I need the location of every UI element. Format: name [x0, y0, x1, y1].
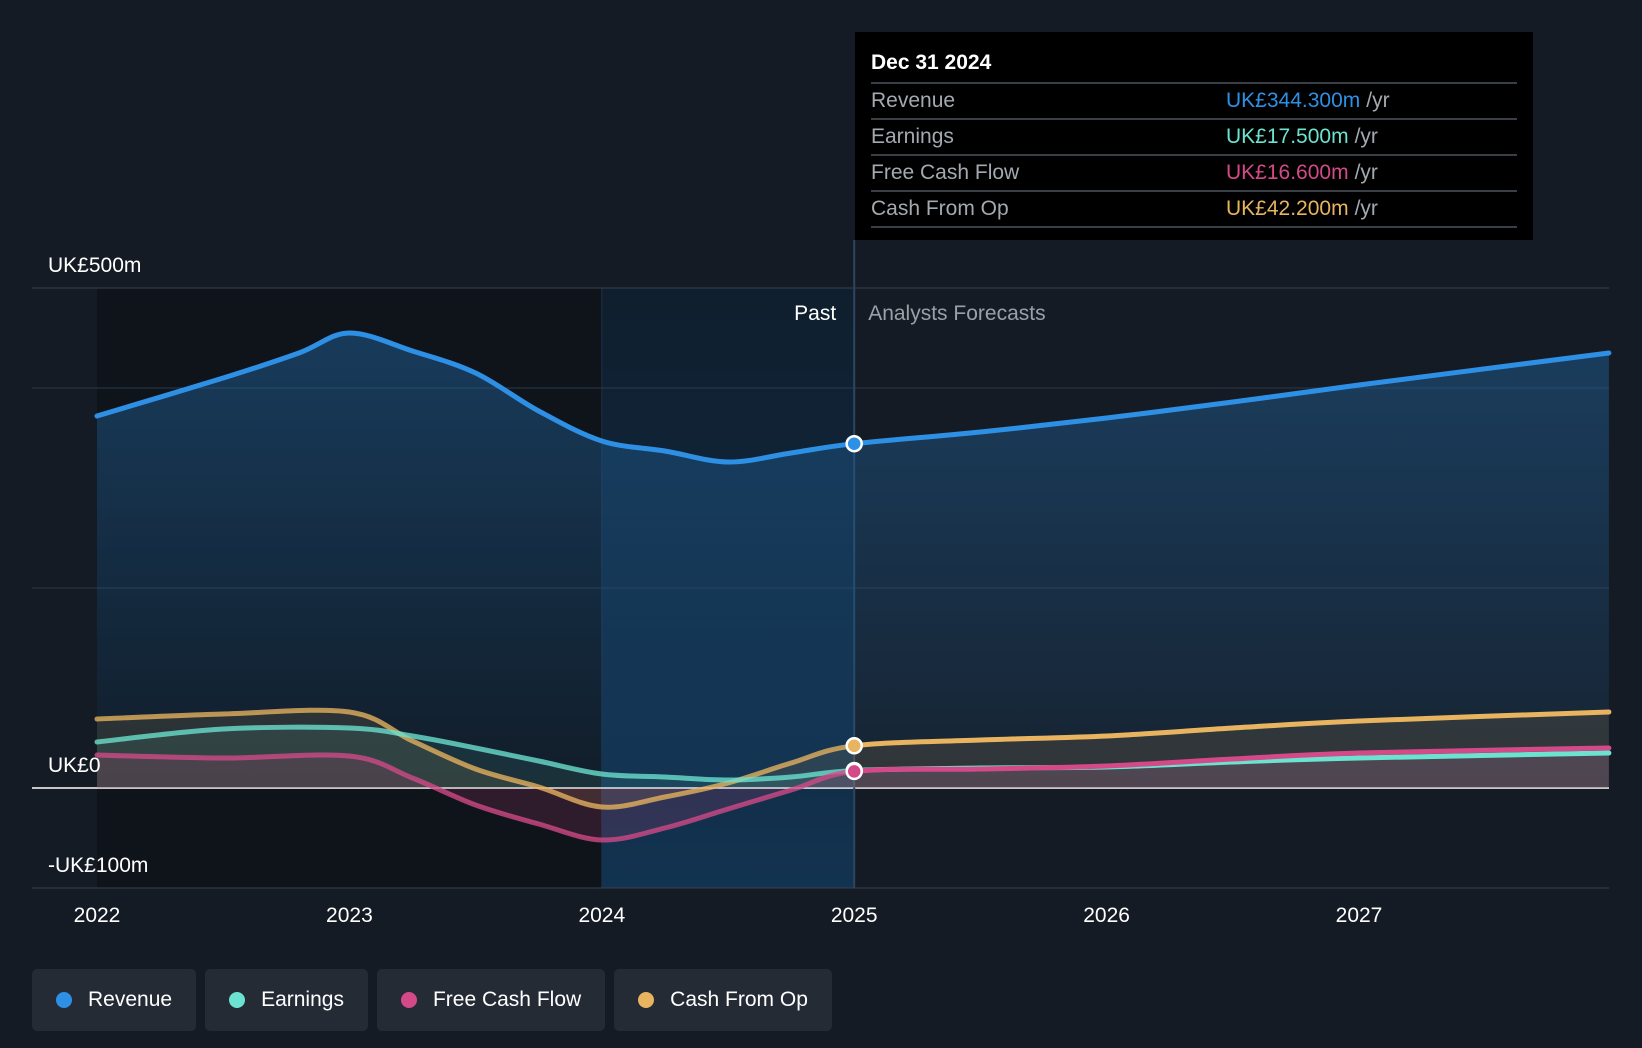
past-label: Past [794, 302, 836, 325]
x-axis-tick-label: 2026 [1083, 904, 1130, 927]
tooltip-label: Revenue [871, 89, 956, 112]
tooltip-unit: /yr [1354, 197, 1378, 220]
legend-label: Cash From Op [670, 988, 808, 1011]
x-axis-tick-label: 2027 [1336, 904, 1383, 927]
legend-dot-icon [229, 992, 246, 1008]
tooltip-unit: /yr [1354, 161, 1378, 184]
marker-revenue [845, 434, 863, 453]
y-axis-label: UK£0 [48, 754, 101, 777]
tooltip-date: Dec 31 2024 [871, 48, 1517, 84]
tooltip-value: UK£42.200m [1226, 197, 1349, 220]
legend-item-cash-from-op[interactable]: Cash From Op [614, 969, 832, 1031]
marker-free-cash-flow [845, 762, 863, 781]
area-revenue [97, 332, 1609, 788]
area-free-cash-flow [97, 748, 1609, 841]
tooltip-label: Cash From Op [871, 197, 1009, 220]
legend-item-free-cash-flow[interactable]: Free Cash Flow [376, 969, 606, 1031]
tooltip-value: UK£344.300m [1226, 89, 1361, 112]
x-axis-tick-label: 2022 [74, 904, 121, 927]
line-revenue-past [94, 330, 855, 465]
x-axis-tick-label: 2023 [326, 904, 373, 927]
line-free-cash-flow-past [94, 752, 855, 843]
x-axis-tick-label: 2025 [831, 904, 878, 927]
tooltip-value: UK£17.500m [1226, 125, 1349, 148]
forecast-label: Analysts Forecasts [868, 302, 1045, 325]
tooltip-value: UK£16.600m [1226, 161, 1349, 184]
legend-label: Earnings [261, 988, 344, 1011]
legend-item-revenue[interactable]: Revenue [32, 969, 197, 1031]
line-earnings-past [94, 724, 855, 783]
line-cash-from-op-past [94, 707, 855, 810]
legend-dot-icon [56, 992, 72, 1008]
line-earnings-forecast [854, 750, 1612, 774]
tooltip-row-cash-from-op: Cash From Op UK£42.200m/yr [871, 192, 1517, 228]
legend-label: Revenue [88, 988, 173, 1011]
area-earnings [97, 727, 1609, 788]
area-cash-from-op [97, 710, 1609, 808]
legend: Revenue Earnings Free Cash Flow Cash Fro… [32, 969, 832, 1031]
legend-item-earnings[interactable]: Earnings [205, 969, 368, 1031]
marker-cash-from-op [845, 737, 863, 755]
tooltip: Dec 31 2024 Revenue UK£344.300m/yr Earni… [855, 32, 1533, 240]
y-axis-label: -UK£100m [48, 854, 148, 877]
line-cash-from-op-forecast [854, 709, 1612, 749]
y-axis-label: UK£500m [48, 254, 141, 277]
tooltip-unit: /yr [1366, 89, 1390, 112]
tooltip-row-revenue: Revenue UK£344.300m/yr [871, 84, 1517, 120]
tooltip-unit: /yr [1354, 125, 1378, 148]
x-axis-tick-label: 2024 [578, 904, 625, 927]
legend-label: Free Cash Flow [432, 988, 582, 1011]
tooltip-label: Free Cash Flow [871, 161, 1020, 184]
tooltip-row-free-cash-flow: Free Cash Flow UK£16.600m/yr [871, 156, 1517, 192]
legend-dot-icon [400, 992, 417, 1008]
legend-dot-icon [638, 992, 655, 1008]
tooltip-row-earnings: Earnings UK£17.500m/yr [871, 120, 1517, 156]
line-revenue-forecast [854, 350, 1612, 447]
tooltip-label: Earnings [871, 125, 954, 148]
line-free-cash-flow-forecast [854, 745, 1612, 774]
